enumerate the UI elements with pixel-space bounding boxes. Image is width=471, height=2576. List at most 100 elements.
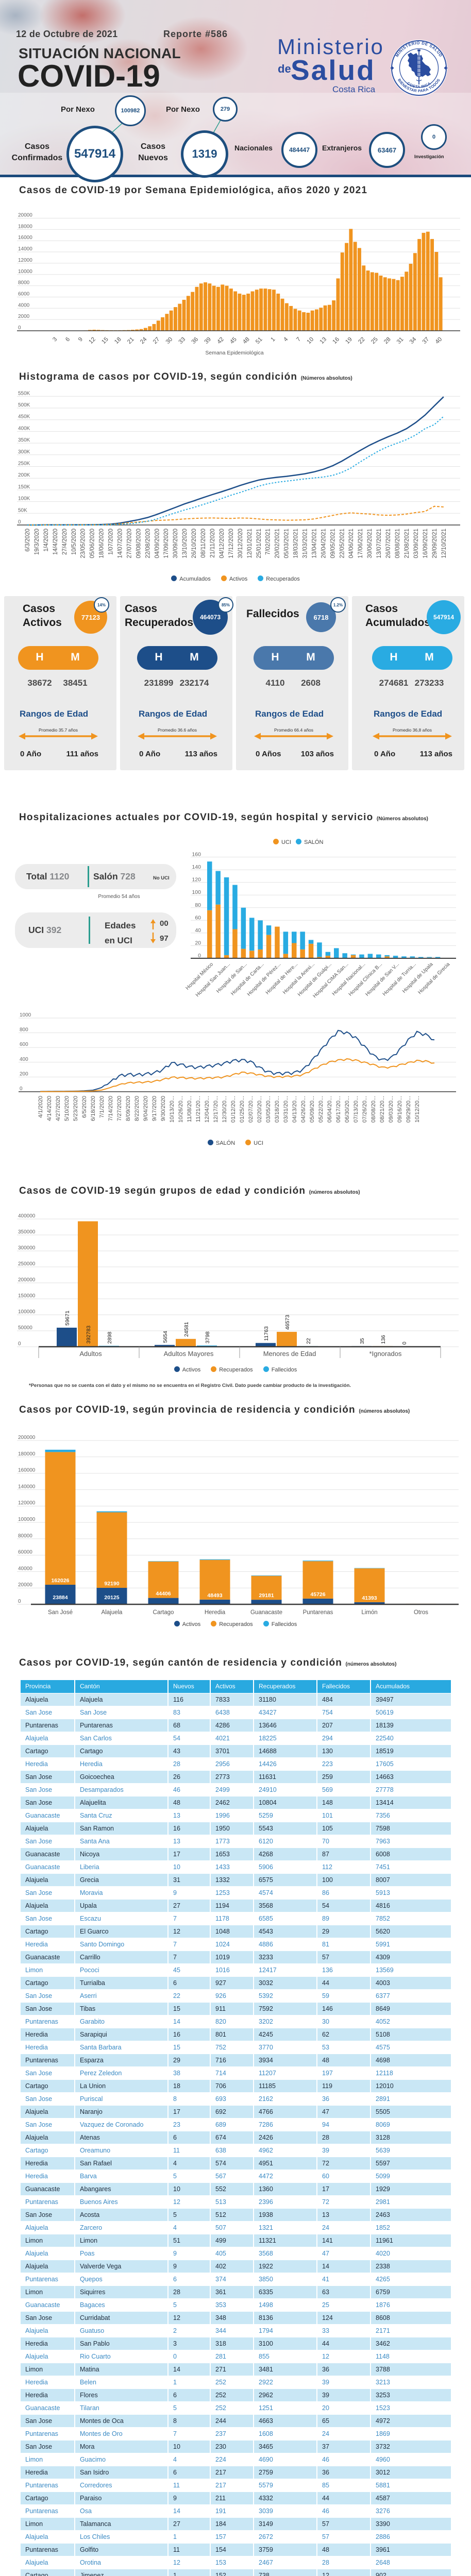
svg-text:150K: 150K (18, 484, 30, 490)
svg-text:30/06/2021: 30/06/2021 (367, 529, 373, 558)
svg-text:21/11/2020: 21/11/2020 (210, 529, 216, 558)
svg-text:02/20/20...: 02/20/20... (257, 1096, 263, 1123)
svg-text:2898: 2898 (107, 1332, 113, 1344)
svg-text:200: 200 (20, 1071, 28, 1077)
svg-text:136: 136 (380, 1335, 386, 1344)
svg-text:07/13/20...: 07/13/20... (353, 1096, 359, 1123)
svg-text:7/27/2020: 7/27/2020 (116, 1096, 123, 1121)
svg-text:50000: 50000 (18, 1325, 32, 1331)
svg-text:24: 24 (139, 336, 148, 345)
svg-text:7: 7 (295, 336, 302, 343)
svg-text:20000: 20000 (18, 213, 32, 218)
svg-text:300000: 300000 (18, 1245, 36, 1251)
svg-text:100K: 100K (18, 496, 30, 502)
svg-text:350000: 350000 (18, 1229, 36, 1235)
svg-text:26/07/2021: 26/07/2021 (385, 529, 392, 558)
svg-text:22/08/2020: 22/08/2020 (145, 529, 151, 558)
svg-text:4: 4 (282, 336, 289, 343)
svg-text:06/30/20...: 06/30/20... (344, 1096, 350, 1123)
svg-text:92190: 92190 (104, 1581, 119, 1587)
svg-text:12/04/20...: 12/04/20... (204, 1096, 210, 1123)
svg-text:08/11/2020: 08/11/2020 (200, 529, 207, 558)
svg-text:Puntarenas: Puntarenas (303, 1609, 333, 1616)
svg-text:08/21/20...: 08/21/20... (379, 1096, 385, 1123)
svg-text:20000: 20000 (18, 1582, 32, 1588)
svg-text:02/07/20...: 02/07/20... (248, 1096, 254, 1123)
svg-text:07/26/20...: 07/26/20... (362, 1096, 368, 1123)
svg-text:22/05/2021: 22/05/2021 (339, 529, 345, 558)
svg-text:0: 0 (18, 1341, 21, 1347)
svg-text:20: 20 (195, 940, 201, 946)
svg-text:Alajuela: Alajuela (102, 1609, 123, 1616)
svg-text:San José: San José (48, 1609, 73, 1616)
svg-text:05/03/2021: 05/03/2021 (284, 529, 290, 558)
svg-text:04/26/20...: 04/26/20... (300, 1096, 307, 1123)
svg-text:04/09/2020: 04/09/2020 (154, 529, 160, 558)
svg-text:40000: 40000 (18, 1566, 32, 1571)
svg-text:7/1/2020: 7/1/2020 (99, 1096, 105, 1118)
svg-text:36: 36 (191, 336, 200, 346)
svg-text:01/25/20...: 01/25/20... (239, 1096, 245, 1123)
svg-text:9/17/2020: 9/17/2020 (152, 1096, 158, 1121)
svg-text:400000: 400000 (18, 1213, 36, 1219)
svg-text:11763: 11763 (263, 1326, 270, 1341)
svg-text:0: 0 (198, 953, 201, 959)
svg-text:Hospital la Anexi...: Hospital la Anexi... (282, 961, 316, 995)
svg-text:10/26/20...: 10/26/20... (178, 1096, 184, 1123)
svg-text:27: 27 (152, 336, 161, 346)
svg-text:30: 30 (165, 336, 174, 346)
svg-text:1/4/2020: 1/4/2020 (43, 529, 49, 552)
svg-text:10/5/2020: 10/5/2020 (71, 529, 77, 555)
svg-text:140: 140 (192, 864, 201, 870)
svg-text:25: 25 (370, 336, 379, 346)
svg-text:34: 34 (409, 336, 418, 345)
svg-text:400K: 400K (18, 426, 30, 431)
svg-text:100000: 100000 (18, 1517, 36, 1522)
svg-text:09/03/20...: 09/03/20... (388, 1096, 394, 1123)
svg-text:2000: 2000 (18, 314, 30, 319)
svg-text:500K: 500K (18, 402, 30, 408)
svg-text:0: 0 (20, 1086, 23, 1092)
svg-text:31/03/2021: 31/03/2021 (302, 529, 309, 558)
svg-text:400: 400 (20, 1057, 28, 1062)
svg-text:Hospital México: Hospital México (184, 961, 214, 991)
svg-text:21: 21 (126, 336, 136, 346)
svg-text:33: 33 (178, 336, 187, 346)
svg-text:04/12/2020: 04/12/2020 (219, 529, 225, 558)
svg-text:392783: 392783 (86, 1326, 92, 1344)
svg-text:60000: 60000 (18, 1550, 32, 1555)
svg-text:39: 39 (203, 336, 212, 346)
svg-text:18/03/2021: 18/03/2021 (293, 529, 299, 558)
svg-text:7/14/2020: 7/14/2020 (108, 1096, 114, 1121)
svg-text:6/18/2020: 6/18/2020 (90, 1096, 96, 1121)
svg-text:120: 120 (192, 877, 201, 883)
svg-text:08/08/20...: 08/08/20... (371, 1096, 377, 1123)
svg-text:80000: 80000 (18, 1533, 32, 1539)
svg-text:05/09/20...: 05/09/20... (309, 1096, 315, 1123)
svg-text:5/23/2020: 5/23/2020 (73, 1096, 79, 1121)
svg-text:29181: 29181 (259, 1592, 274, 1599)
svg-text:27/07/2020: 27/07/2020 (126, 529, 132, 558)
svg-text:5/10/2020: 5/10/2020 (64, 1096, 70, 1121)
svg-text:600: 600 (20, 1042, 28, 1047)
svg-text:40: 40 (195, 927, 201, 934)
svg-text:160000: 160000 (18, 1468, 36, 1473)
svg-text:450K: 450K (18, 414, 30, 420)
svg-text:Hospital de Upala: Hospital de Upala (401, 961, 434, 994)
svg-text:14/4/2020: 14/4/2020 (53, 529, 59, 555)
svg-text:Hospital de Here...: Hospital de Here... (265, 961, 299, 995)
svg-text:13/04/2021: 13/04/2021 (311, 529, 317, 558)
svg-text:0: 0 (401, 1342, 408, 1345)
svg-text:20/02/2021: 20/02/2021 (275, 529, 281, 558)
svg-text:44406: 44406 (156, 1591, 171, 1597)
svg-text:26/04/2021: 26/04/2021 (321, 529, 327, 558)
svg-text:200K: 200K (18, 472, 30, 478)
svg-text:30/12/2020: 30/12/2020 (238, 529, 244, 558)
svg-text:11/21/20...: 11/21/20... (195, 1096, 201, 1122)
svg-text:12/01/2021: 12/01/2021 (247, 529, 253, 558)
svg-text:Heredia: Heredia (205, 1609, 226, 1616)
svg-text:8/22/2020: 8/22/2020 (134, 1096, 140, 1121)
svg-text:06/17/20...: 06/17/20... (335, 1096, 342, 1123)
svg-text:09/16/20...: 09/16/20... (397, 1096, 403, 1123)
svg-text:1: 1 (270, 336, 277, 343)
